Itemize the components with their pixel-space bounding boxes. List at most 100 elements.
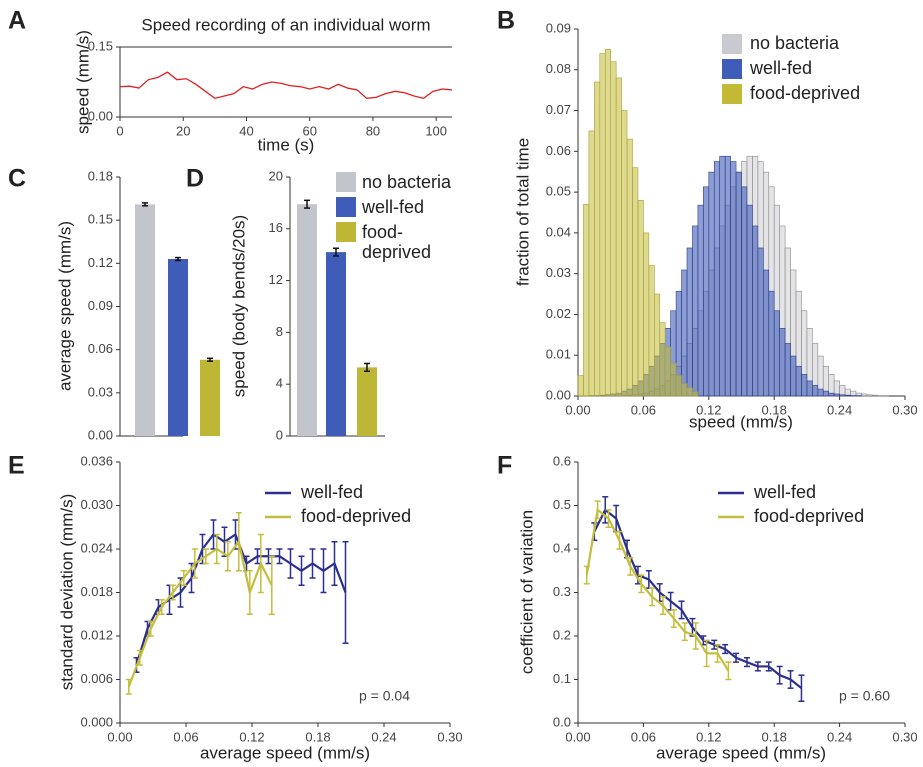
legend-label: no bacteria — [750, 33, 840, 53]
bar — [297, 204, 317, 436]
legend-swatch — [336, 222, 356, 242]
y-tick-label: 0.00 — [88, 108, 113, 123]
x-tick-label: 40 — [239, 123, 253, 138]
x-tick-label: 80 — [366, 123, 380, 138]
histogram-bar — [653, 293, 661, 397]
histogram-bar — [594, 81, 601, 397]
panel: A Speed recording of an individual worm ti… — [8, 7, 453, 154]
x-tick-label: 0.24 — [827, 729, 852, 744]
y-tick-label: 0.03 — [546, 265, 571, 280]
histogram-bar — [626, 138, 633, 397]
annotation: p = 0.60 — [839, 688, 890, 704]
y-tick-label: 0.06 — [546, 143, 571, 158]
legend-label: well-fed — [753, 482, 816, 502]
x-tick-label: 0.00 — [107, 729, 132, 744]
histogram-bar — [844, 394, 851, 397]
x-tick-label: 0.30 — [437, 729, 462, 744]
y-tick-label: 0.01 — [546, 347, 571, 362]
legend-swatch — [722, 59, 742, 79]
histogram-bar — [790, 355, 797, 397]
histogram-bar — [664, 346, 671, 397]
panel-letter: A — [8, 7, 26, 35]
histogram-bar — [746, 204, 753, 397]
legend-label: well-fed — [362, 197, 425, 217]
x-tick-label: 0.06 — [631, 402, 656, 417]
x-tick-label: 100 — [425, 123, 447, 138]
histogram-bar — [713, 161, 720, 397]
y-tick-label: 0.15 — [88, 212, 113, 227]
histogram-bar — [604, 49, 611, 397]
x-tick-label: 0.00 — [565, 402, 590, 417]
y-axis-label: average speed (mm/s) — [55, 221, 74, 391]
x-axis-label: speed (mm/s) — [689, 412, 793, 431]
y-tick-label: 0.15 — [88, 38, 113, 53]
histogram-bar — [806, 380, 813, 397]
y-tick-label: 0 — [276, 427, 283, 442]
panel-letter: E — [8, 452, 25, 480]
annotation: p = 0.04 — [359, 688, 410, 704]
histogram-bar — [801, 374, 808, 397]
y-tick-label: 0.3 — [553, 584, 571, 599]
histogram-bar — [866, 394, 873, 397]
histogram-bar — [637, 199, 644, 397]
legend-label: food-deprived — [301, 506, 411, 526]
legend-label: food-deprived — [750, 83, 860, 103]
histogram-bar — [762, 269, 770, 397]
legend-swatch — [336, 172, 356, 192]
y-tick-label: 0.6 — [553, 453, 571, 468]
x-tick-label: 0 — [116, 123, 123, 138]
y-tick-label: 0.12 — [88, 255, 113, 270]
x-tick-label: 0.12 — [696, 729, 721, 744]
x-tick-label: 60 — [302, 123, 316, 138]
legend-swatch — [336, 197, 356, 217]
y-tick-label: 0.03 — [88, 384, 113, 399]
histogram-bar — [817, 388, 824, 397]
legend-label: food-deprived — [362, 222, 432, 262]
y-axis-label: standard deviation (mm/s) — [57, 494, 76, 691]
histogram-bar — [839, 394, 846, 397]
x-tick-label: 0.06 — [173, 729, 198, 744]
histogram-bar — [784, 343, 791, 397]
histogram-bar — [686, 387, 693, 397]
histogram-bar — [692, 391, 699, 397]
histogram-bar — [839, 385, 846, 397]
x-tick-label: 0.30 — [892, 402, 917, 417]
panel-letter: B — [497, 7, 515, 35]
histogram-bar — [735, 171, 742, 397]
histogram-bar — [828, 374, 835, 397]
histogram-bar — [719, 155, 726, 397]
x-axis-label: average speed (mm/s) — [200, 743, 370, 762]
y-tick-label: 0.18 — [88, 168, 113, 183]
x-tick-label: 0.18 — [762, 402, 787, 417]
y-axis-label: coefficient of variation — [517, 510, 536, 674]
y-tick-label: 0.006 — [80, 671, 113, 686]
histogram-bar — [773, 310, 780, 397]
y-tick-label: 16 — [269, 220, 283, 235]
y-tick-label: 0.04 — [546, 224, 571, 239]
x-axis-label: average speed (mm/s) — [656, 743, 826, 762]
histogram-bar — [681, 269, 688, 397]
histogram-bar — [577, 375, 584, 397]
histogram-bar — [692, 225, 699, 397]
bar — [135, 204, 155, 436]
histogram-bar — [871, 394, 879, 397]
y-tick-label: 0.4 — [553, 540, 571, 555]
y-tick-label: 0.018 — [80, 584, 113, 599]
x-tick-label: 0.12 — [239, 729, 264, 744]
histogram-bar — [752, 225, 759, 397]
legend-label: well-fed — [749, 58, 812, 78]
y-tick-label: 0.00 — [546, 387, 571, 402]
histogram-bar — [615, 77, 622, 397]
panel-letter: D — [186, 165, 204, 193]
y-tick-label: 0.0 — [553, 714, 571, 729]
legend-label-box: food-deprived — [362, 222, 432, 262]
histogram-bar — [621, 110, 628, 397]
y-tick-label: 0.08 — [546, 61, 571, 76]
x-tick-label: 0.00 — [565, 729, 590, 744]
y-axis-label: speed (body bends/20s) — [229, 215, 248, 397]
